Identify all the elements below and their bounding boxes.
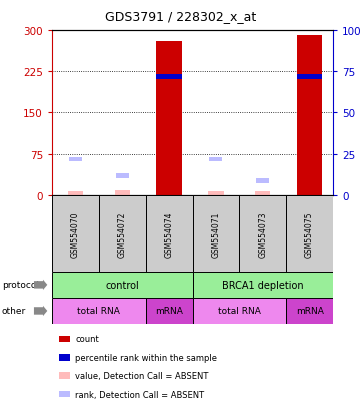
Bar: [99, 196, 146, 272]
Text: percentile rank within the sample: percentile rank within the sample: [75, 353, 217, 362]
Bar: [156, 75, 182, 80]
Bar: [156, 42, 182, 196]
Text: GDS3791 / 228302_x_at: GDS3791 / 228302_x_at: [105, 10, 256, 23]
Bar: [192, 272, 333, 298]
Bar: [297, 36, 322, 196]
Text: BRCA1 depletion: BRCA1 depletion: [222, 280, 304, 290]
Text: total RNA: total RNA: [218, 307, 261, 316]
Bar: [116, 174, 129, 178]
Bar: [69, 157, 82, 161]
Text: mRNA: mRNA: [296, 307, 323, 316]
Text: GSM554070: GSM554070: [71, 211, 80, 257]
Text: GSM554073: GSM554073: [258, 211, 267, 257]
Text: total RNA: total RNA: [77, 307, 120, 316]
Bar: [192, 196, 239, 272]
Text: GSM554074: GSM554074: [165, 211, 174, 257]
Bar: [146, 298, 192, 324]
Bar: [68, 191, 83, 196]
Bar: [52, 272, 192, 298]
Text: control: control: [105, 280, 139, 290]
Bar: [286, 298, 333, 324]
Bar: [192, 298, 286, 324]
Bar: [239, 196, 286, 272]
Text: GSM554075: GSM554075: [305, 211, 314, 257]
Bar: [255, 191, 270, 196]
Text: count: count: [75, 335, 99, 344]
Bar: [114, 191, 130, 196]
Bar: [52, 196, 99, 272]
Bar: [286, 196, 333, 272]
Bar: [209, 157, 222, 161]
Bar: [297, 75, 322, 80]
Text: mRNA: mRNA: [155, 307, 183, 316]
Bar: [146, 196, 192, 272]
Text: other: other: [2, 307, 26, 316]
Bar: [52, 298, 146, 324]
Text: value, Detection Call = ABSENT: value, Detection Call = ABSENT: [75, 371, 209, 380]
Text: protocol: protocol: [2, 281, 39, 290]
Text: GSM554071: GSM554071: [212, 211, 221, 257]
Text: rank, Detection Call = ABSENT: rank, Detection Call = ABSENT: [75, 390, 205, 399]
Text: GSM554072: GSM554072: [118, 211, 127, 257]
Bar: [208, 191, 224, 196]
Bar: [256, 179, 269, 183]
